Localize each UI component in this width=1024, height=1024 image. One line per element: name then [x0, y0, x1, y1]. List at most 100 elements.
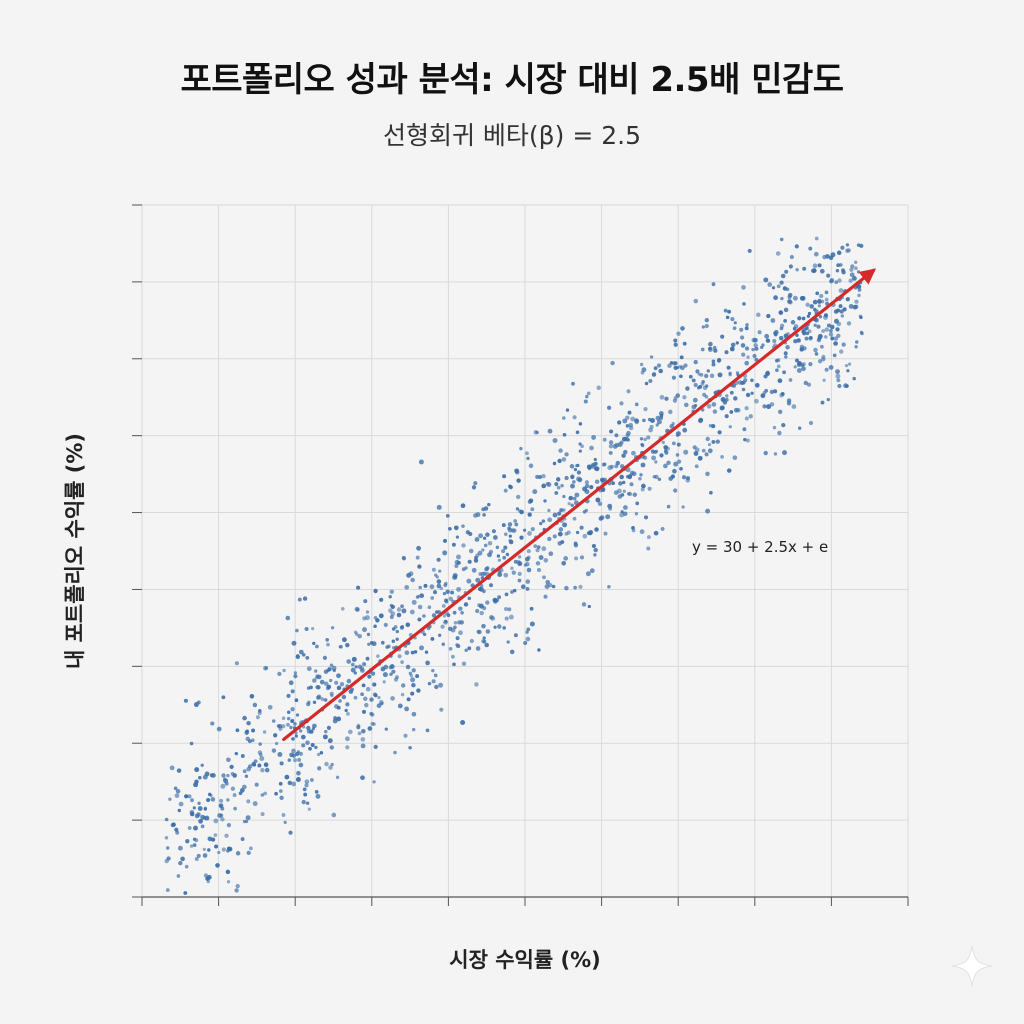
data-point — [310, 778, 314, 782]
data-point — [425, 728, 430, 733]
data-point — [841, 270, 846, 275]
data-point — [783, 307, 789, 313]
data-point — [782, 286, 788, 291]
data-point — [561, 416, 566, 420]
data-point — [813, 251, 819, 257]
data-point — [353, 695, 358, 700]
data-point — [717, 430, 722, 435]
data-point — [841, 342, 846, 347]
data-point — [647, 486, 652, 491]
data-point — [303, 792, 308, 797]
data-point — [704, 323, 709, 329]
data-point — [435, 610, 439, 614]
data-point — [292, 758, 298, 763]
data-point — [725, 397, 729, 402]
data-point — [825, 254, 830, 259]
data-point — [829, 328, 833, 333]
x-axis-label: 시장 수익률 (%) — [449, 948, 601, 972]
data-point — [667, 363, 672, 368]
data-point — [496, 554, 501, 558]
data-point — [483, 543, 488, 548]
data-point — [274, 741, 279, 746]
data-point — [482, 536, 487, 540]
data-point — [233, 806, 237, 811]
data-point — [294, 751, 300, 757]
data-point — [350, 667, 356, 673]
data-point — [574, 556, 579, 561]
data-point — [649, 355, 654, 359]
data-point — [708, 423, 713, 428]
data-point — [393, 750, 397, 755]
data-point — [360, 692, 364, 697]
data-point — [454, 563, 459, 569]
data-point — [680, 326, 685, 331]
data-point — [452, 575, 457, 580]
data-point — [588, 531, 593, 536]
data-point — [560, 483, 564, 488]
data-point — [638, 476, 642, 481]
data-point — [312, 700, 317, 705]
data-point — [522, 528, 527, 532]
data-point — [293, 722, 297, 726]
data-point — [765, 370, 770, 376]
data-point — [174, 793, 180, 798]
data-point — [210, 837, 216, 842]
data-point — [376, 703, 382, 709]
data-point — [849, 267, 854, 272]
data-point — [453, 625, 457, 630]
data-point — [814, 352, 819, 356]
data-point — [715, 439, 720, 444]
data-point — [528, 498, 534, 504]
data-point — [565, 408, 570, 412]
data-point — [264, 666, 269, 670]
data-point — [802, 266, 807, 271]
data-point — [262, 730, 267, 734]
data-point — [754, 398, 759, 404]
data-point — [654, 460, 658, 464]
data-point — [316, 695, 321, 700]
data-point — [594, 466, 600, 472]
data-point — [309, 685, 313, 690]
data-point — [726, 468, 732, 473]
data-point — [286, 716, 291, 721]
data-point — [196, 812, 201, 817]
data-point — [569, 464, 575, 469]
data-point — [808, 246, 813, 251]
data-point — [391, 627, 396, 631]
data-point — [796, 368, 802, 373]
data-point — [214, 844, 219, 849]
data-point — [248, 739, 252, 744]
data-point — [453, 620, 458, 625]
data-point — [411, 599, 417, 605]
data-point — [335, 775, 340, 780]
data-point — [391, 639, 395, 643]
data-point — [711, 402, 717, 407]
data-point — [509, 590, 514, 594]
data-point — [510, 528, 515, 533]
data-point — [312, 678, 317, 683]
data-point — [388, 665, 393, 670]
data-point — [259, 756, 265, 761]
data-point — [644, 381, 649, 386]
axes — [132, 204, 909, 906]
data-point — [701, 448, 706, 453]
data-point — [242, 715, 247, 721]
data-point — [431, 567, 436, 572]
data-point — [812, 263, 818, 269]
data-point — [334, 680, 339, 685]
data-point — [175, 788, 181, 794]
data-point — [623, 449, 628, 455]
data-point — [307, 700, 311, 704]
data-point — [315, 793, 321, 799]
data-point — [235, 728, 240, 733]
data-point — [676, 442, 681, 447]
data-point — [331, 812, 337, 818]
data-point — [835, 373, 841, 379]
data-point — [309, 729, 314, 734]
data-point — [525, 586, 530, 591]
data-point — [778, 310, 784, 315]
data-point — [661, 440, 665, 444]
data-point — [685, 386, 690, 391]
data-point — [563, 556, 569, 561]
data-point — [656, 419, 662, 425]
